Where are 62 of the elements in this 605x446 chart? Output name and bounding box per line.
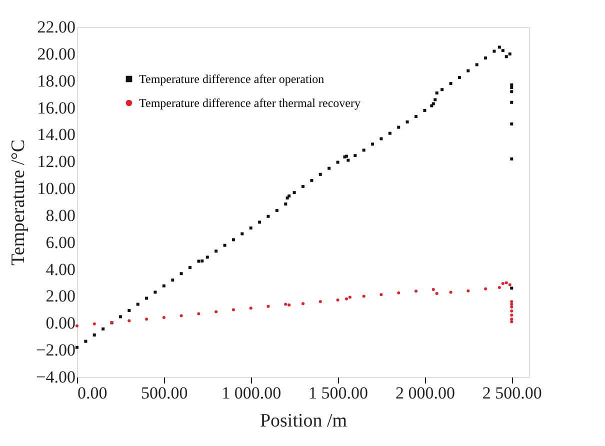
point (92, 322, 96, 326)
point (318, 300, 322, 304)
point (145, 318, 148, 321)
point (76, 324, 78, 328)
y-tick-label: 10.00 (37, 179, 76, 198)
point (197, 312, 200, 316)
point (397, 291, 400, 294)
point (180, 314, 183, 318)
point (510, 306, 514, 308)
x-tick-label: 1 000.00 (222, 384, 282, 402)
point (414, 290, 418, 293)
y-tick-label: 22.00 (37, 18, 76, 36)
point (380, 293, 383, 296)
x-tick-label: 500.00 (141, 384, 188, 402)
y-tick-label: 2.00 (46, 286, 76, 306)
y-tick-label: 20.00 (37, 44, 76, 64)
y-tick-label: 4.00 (46, 260, 76, 279)
x-tick-label: 2 500.00 (482, 384, 542, 402)
point (435, 292, 438, 296)
y-tick-label: 12.00 (37, 152, 76, 172)
y-axis-title: Temperature /°C (8, 139, 30, 266)
point (344, 297, 348, 300)
point (484, 287, 488, 290)
y-tick-label: 18.00 (37, 71, 76, 90)
point (449, 290, 452, 294)
point (498, 286, 501, 289)
point (266, 304, 270, 308)
y-tick-label: 16.00 (37, 98, 76, 118)
point (501, 282, 504, 285)
y-tick-label: 14.00 (37, 125, 76, 144)
point (504, 281, 508, 284)
point (432, 288, 435, 291)
point (302, 302, 304, 306)
y-tick-label: −4.00 (36, 368, 76, 386)
y-tick-label: −2.00 (36, 340, 76, 360)
x-axis-title: Position /m (260, 410, 348, 432)
legend-label: Temperature difference after operation (139, 72, 324, 86)
point (249, 306, 252, 310)
point (288, 303, 291, 306)
point (510, 320, 514, 324)
point (510, 302, 514, 306)
point (510, 300, 514, 304)
x-tick-label: 0.00 (78, 384, 108, 402)
point (362, 294, 366, 298)
y-tick-label: 6.00 (46, 232, 76, 252)
x-tick-label: 1 500.00 (308, 384, 368, 402)
point (348, 296, 352, 299)
y-tick-label: 8.00 (46, 206, 76, 225)
point (336, 298, 340, 302)
point (466, 289, 470, 292)
point (510, 314, 514, 317)
point (508, 283, 512, 286)
legend-label: Temperature difference after thermal recovery (139, 96, 360, 110)
point (284, 302, 288, 306)
point (510, 318, 514, 321)
x-tick-label: 2 000.00 (395, 384, 455, 402)
point (214, 310, 218, 314)
point (510, 310, 514, 313)
point (232, 308, 235, 312)
point (162, 316, 166, 319)
point (128, 319, 131, 322)
y-tick-label: 0.00 (46, 314, 76, 333)
